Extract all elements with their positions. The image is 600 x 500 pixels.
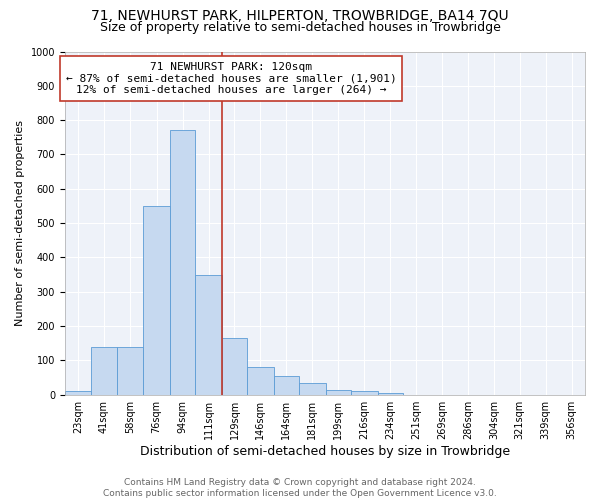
Bar: [65, 392, 91, 394]
Y-axis label: Number of semi-detached properties: Number of semi-detached properties: [15, 120, 25, 326]
Bar: [247, 366, 274, 394]
Bar: [274, 376, 299, 394]
Bar: [170, 130, 195, 394]
Text: 71, NEWHURST PARK, HILPERTON, TROWBRIDGE, BA14 7QU: 71, NEWHURST PARK, HILPERTON, TROWBRIDGE…: [91, 9, 509, 23]
X-axis label: Distribution of semi-detached houses by size in Trowbridge: Distribution of semi-detached houses by …: [140, 444, 510, 458]
Text: Size of property relative to semi-detached houses in Trowbridge: Size of property relative to semi-detach…: [100, 21, 500, 34]
Bar: [326, 390, 351, 394]
Bar: [222, 338, 247, 394]
Bar: [299, 382, 326, 394]
Bar: [377, 393, 403, 394]
Bar: [116, 346, 143, 395]
Bar: [351, 392, 377, 394]
Text: 71 NEWHURST PARK: 120sqm
← 87% of semi-detached houses are smaller (1,901)
12% o: 71 NEWHURST PARK: 120sqm ← 87% of semi-d…: [66, 62, 397, 95]
Bar: [143, 206, 170, 394]
Text: Contains HM Land Registry data © Crown copyright and database right 2024.
Contai: Contains HM Land Registry data © Crown c…: [103, 478, 497, 498]
Bar: [91, 346, 116, 395]
Bar: [195, 274, 222, 394]
